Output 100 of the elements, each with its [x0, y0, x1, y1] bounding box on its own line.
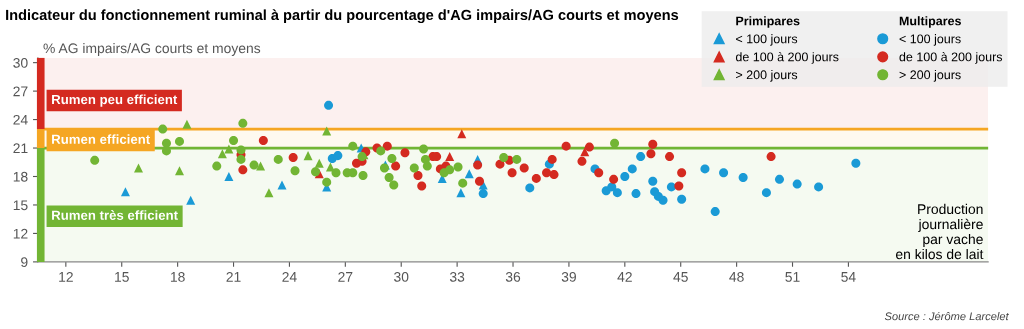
point	[627, 164, 637, 174]
point	[212, 161, 222, 171]
legend-label: de 100 à 200 jours	[735, 51, 839, 64]
point	[422, 161, 432, 171]
x-tick-label: 45	[673, 272, 688, 282]
point	[531, 173, 541, 183]
point	[413, 171, 423, 181]
x-tick-label: 30	[394, 271, 409, 282]
x-axis-title: Production journalière par vache en kilos de lait	[895, 203, 984, 260]
point	[182, 119, 192, 129]
point	[445, 165, 455, 175]
x-tick-label: 39	[561, 271, 576, 282]
point	[631, 189, 641, 199]
point	[561, 141, 571, 151]
x-tick-label: 48	[729, 271, 744, 282]
point	[609, 174, 619, 184]
y-tick-label: 12	[13, 228, 28, 239]
point	[158, 124, 168, 134]
point	[238, 165, 248, 175]
point	[636, 152, 646, 162]
point	[324, 100, 334, 110]
legend-label: < 100 jours	[736, 34, 798, 46]
x-tick-label: 15	[115, 272, 129, 282]
x-tick-label: 21	[226, 271, 241, 282]
y-axis-title: % AG impairs/AG courts et moyens	[43, 42, 261, 56]
point	[478, 189, 488, 199]
legend-label: < 100 jours	[899, 34, 961, 46]
point	[409, 163, 419, 173]
point	[851, 158, 861, 168]
point	[288, 153, 298, 163]
point	[273, 154, 283, 164]
x-tick-label: 54	[841, 272, 856, 282]
point	[419, 144, 429, 154]
point	[677, 168, 687, 178]
chart-title: Indicateur du fonctionnement ruminal à partir du pourcentage d'AG impairs/AG courts et moyens	[6, 9, 679, 24]
point	[236, 145, 246, 155]
x-tick-label: 36	[505, 271, 521, 282]
band-label: Rumen efficient	[52, 134, 150, 144]
point	[445, 152, 455, 162]
point	[456, 188, 466, 198]
point	[264, 188, 274, 198]
source-note: Source : Jérôme Larcelet	[884, 311, 1010, 321]
x-tick-label: 33	[449, 271, 465, 282]
point	[738, 172, 748, 182]
point	[792, 179, 802, 189]
x-tick-label: 18	[170, 271, 185, 282]
x-tick-label: 27	[338, 271, 353, 282]
point	[387, 153, 397, 163]
point	[507, 168, 517, 178]
point	[120, 187, 130, 197]
point	[814, 182, 824, 192]
x-tick-label: 12	[59, 271, 73, 282]
point	[577, 156, 587, 166]
point	[382, 141, 392, 151]
band-label: Rumen peu efficient	[52, 94, 178, 107]
point	[648, 139, 658, 149]
point	[175, 136, 184, 146]
point	[774, 174, 784, 184]
point	[161, 138, 171, 148]
point	[519, 163, 529, 173]
point	[542, 168, 552, 178]
point	[391, 161, 401, 171]
point	[499, 153, 509, 163]
point	[710, 207, 720, 217]
point	[474, 176, 484, 186]
x-tick-label: 42	[617, 271, 632, 282]
point	[134, 163, 144, 173]
y-tick-label: 21	[13, 143, 28, 154]
point	[358, 171, 368, 181]
y-tick-label: 24	[13, 114, 28, 125]
text: Primipares	[736, 16, 800, 28]
point	[525, 183, 535, 193]
point	[453, 162, 463, 172]
point	[186, 195, 196, 205]
legend-label: de 100 à 200 jours	[899, 51, 1003, 64]
point	[658, 195, 668, 205]
legend-label: > 200 jours	[736, 70, 798, 82]
point	[761, 188, 771, 198]
point	[700, 164, 710, 174]
y-tick-label: 15	[13, 200, 28, 211]
y-tick-label: 27	[13, 86, 28, 97]
point	[348, 141, 358, 151]
x-tick-label: 24	[282, 271, 297, 282]
point	[547, 154, 557, 164]
point	[674, 181, 684, 191]
text: Multipares	[899, 16, 961, 28]
point	[677, 194, 687, 204]
point	[376, 146, 386, 156]
point	[458, 178, 468, 188]
point	[175, 166, 184, 176]
y-tick-label: 18	[13, 171, 28, 182]
point	[612, 188, 622, 198]
point	[594, 168, 604, 178]
point	[389, 180, 399, 190]
point	[258, 135, 268, 145]
y-tick-label: 30	[13, 57, 28, 68]
point	[277, 180, 287, 190]
x-tick-label: 51	[785, 272, 800, 282]
point	[584, 142, 594, 152]
point	[620, 172, 630, 181]
